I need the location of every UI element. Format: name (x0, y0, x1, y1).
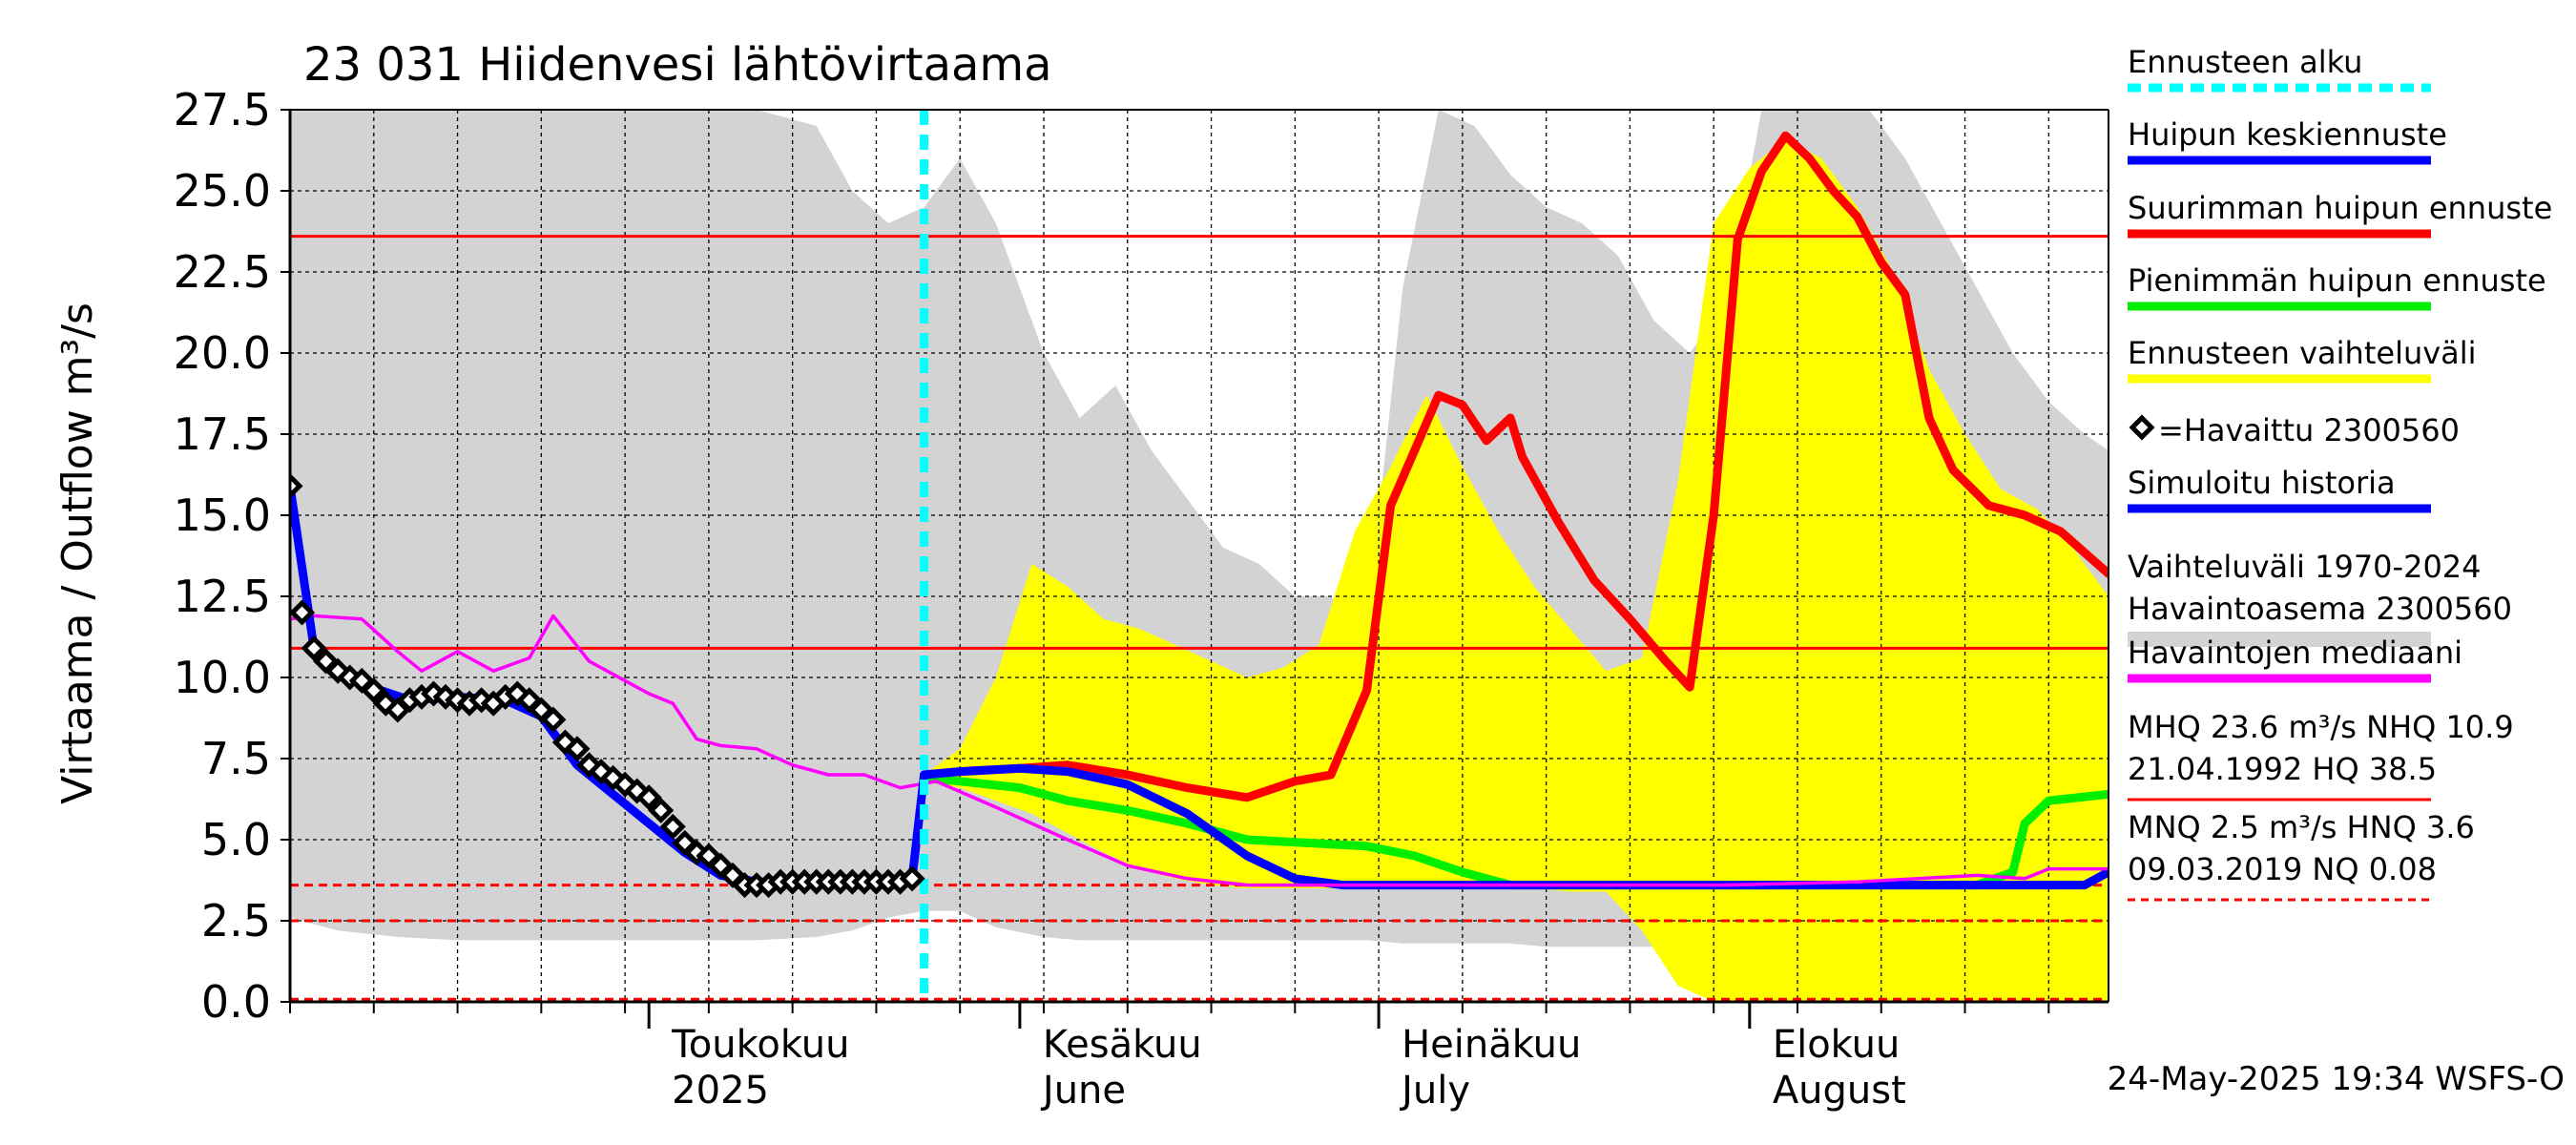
y-tick-label: 0.0 (201, 976, 271, 1028)
y-tick-label: 5.0 (201, 814, 271, 865)
series-line-3 (290, 614, 2109, 887)
x-month-label: Kesäkuu (1043, 1023, 1202, 1067)
y-tick-label: 20.0 (174, 327, 271, 379)
observed-point (361, 677, 387, 704)
legend-label: MNQ 2.5 m³/s HNQ 3.6 (2128, 809, 2475, 845)
x-month-label-2: 2025 (672, 1069, 769, 1113)
legend-label: Ennusteen vaihteluväli (2128, 335, 2477, 371)
legend-label: =Havaittu 2300560 (2158, 412, 2460, 448)
axes: 0.0 2.5 5.0 7.5 10.0 12.5 15.0 17.5 20.0 22.5 25.0… (174, 84, 2050, 1113)
legend: Ennusteen alku Huipun keskiennuste Suurimm… (2128, 44, 2552, 902)
x-month-label: Heinäkuu (1402, 1023, 1581, 1067)
y-tick-label: 25.0 (174, 165, 271, 217)
chart-title: 23 031 Hiidenvesi lähtövirtaama (303, 38, 1052, 92)
plot-area (290, 110, 2109, 1002)
x-month-label-2: August (1773, 1069, 1906, 1113)
y-tick-label: 27.5 (174, 84, 271, 135)
legend-label: Ennusteen alku (2128, 44, 2362, 80)
band-1 (924, 138, 2109, 1002)
legend-label: Vaihteluväli 1970-2024 (2128, 549, 2482, 585)
observed-point (899, 865, 925, 892)
y-tick-label: 12.5 (174, 571, 271, 622)
y-tick-label: 7.5 (201, 733, 271, 784)
series-line-1 (920, 773, 2109, 890)
y-tick-label: 15.0 (174, 489, 271, 541)
legend-label: Havaintojen mediaani (2128, 635, 2462, 671)
observed-point (290, 472, 303, 499)
legend-label: Huipun keskiennuste (2128, 116, 2447, 153)
legend-label: Pienimmän huipun ennuste (2128, 262, 2546, 299)
observed-point (659, 813, 686, 840)
footer-timestamp: 24-May-2025 19:34 WSFS-O (2108, 1060, 2565, 1098)
y-axis-label: Virtaama / Outflow m³/s (53, 302, 102, 804)
y-tick-label: 17.5 (174, 408, 271, 460)
legend-label: MHQ 23.6 m³/s NHQ 10.9 (2128, 709, 2514, 745)
legend-label: Simuloitu historia (2128, 465, 2396, 501)
observed-point (290, 599, 316, 626)
legend-label-2: 09.03.2019 NQ 0.08 (2128, 851, 2437, 887)
x-month-label: Toukokuu (671, 1023, 849, 1067)
x-month-label-2: June (1040, 1069, 1126, 1113)
y-tick-label: 10.0 (174, 652, 271, 703)
legend-marker (2129, 414, 2155, 441)
observed-point (648, 797, 675, 823)
plot-frame (288, 109, 2109, 1004)
legend-label-2: Havaintoasema 2300560 (2128, 591, 2512, 627)
observed-point (301, 635, 327, 661)
legend-label: Suurimman huipun ennuste (2128, 190, 2552, 226)
y-tick-label: 2.5 (201, 895, 271, 947)
observed-point (564, 736, 591, 762)
legend-label-2: 21.04.1992 HQ 38.5 (2128, 751, 2437, 787)
x-month-label-2: July (1399, 1069, 1470, 1113)
x-month-label: Elokuu (1773, 1023, 1901, 1067)
series-line-0 (920, 131, 2109, 802)
observed-point (635, 784, 662, 811)
observed-point (540, 706, 567, 733)
y-tick-label: 22.5 (174, 246, 271, 298)
